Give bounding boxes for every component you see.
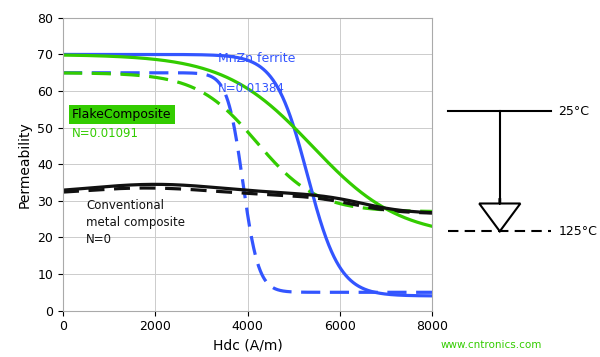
X-axis label: Hdc (A/m): Hdc (A/m) bbox=[212, 339, 283, 353]
Text: Conventional
metal composite
N=0: Conventional metal composite N=0 bbox=[86, 199, 185, 246]
Text: 125°C: 125°C bbox=[559, 225, 598, 238]
Text: N=0.01091: N=0.01091 bbox=[72, 127, 139, 140]
Text: 25°C: 25°C bbox=[559, 105, 590, 118]
FancyArrow shape bbox=[479, 199, 520, 231]
Text: N=0.01384: N=0.01384 bbox=[218, 82, 284, 95]
Text: www.cntronics.com: www.cntronics.com bbox=[441, 340, 542, 350]
Text: FlakeComposite: FlakeComposite bbox=[72, 108, 172, 121]
Text: MnZn ferrite: MnZn ferrite bbox=[218, 52, 295, 65]
Y-axis label: Permeability: Permeability bbox=[18, 121, 32, 207]
